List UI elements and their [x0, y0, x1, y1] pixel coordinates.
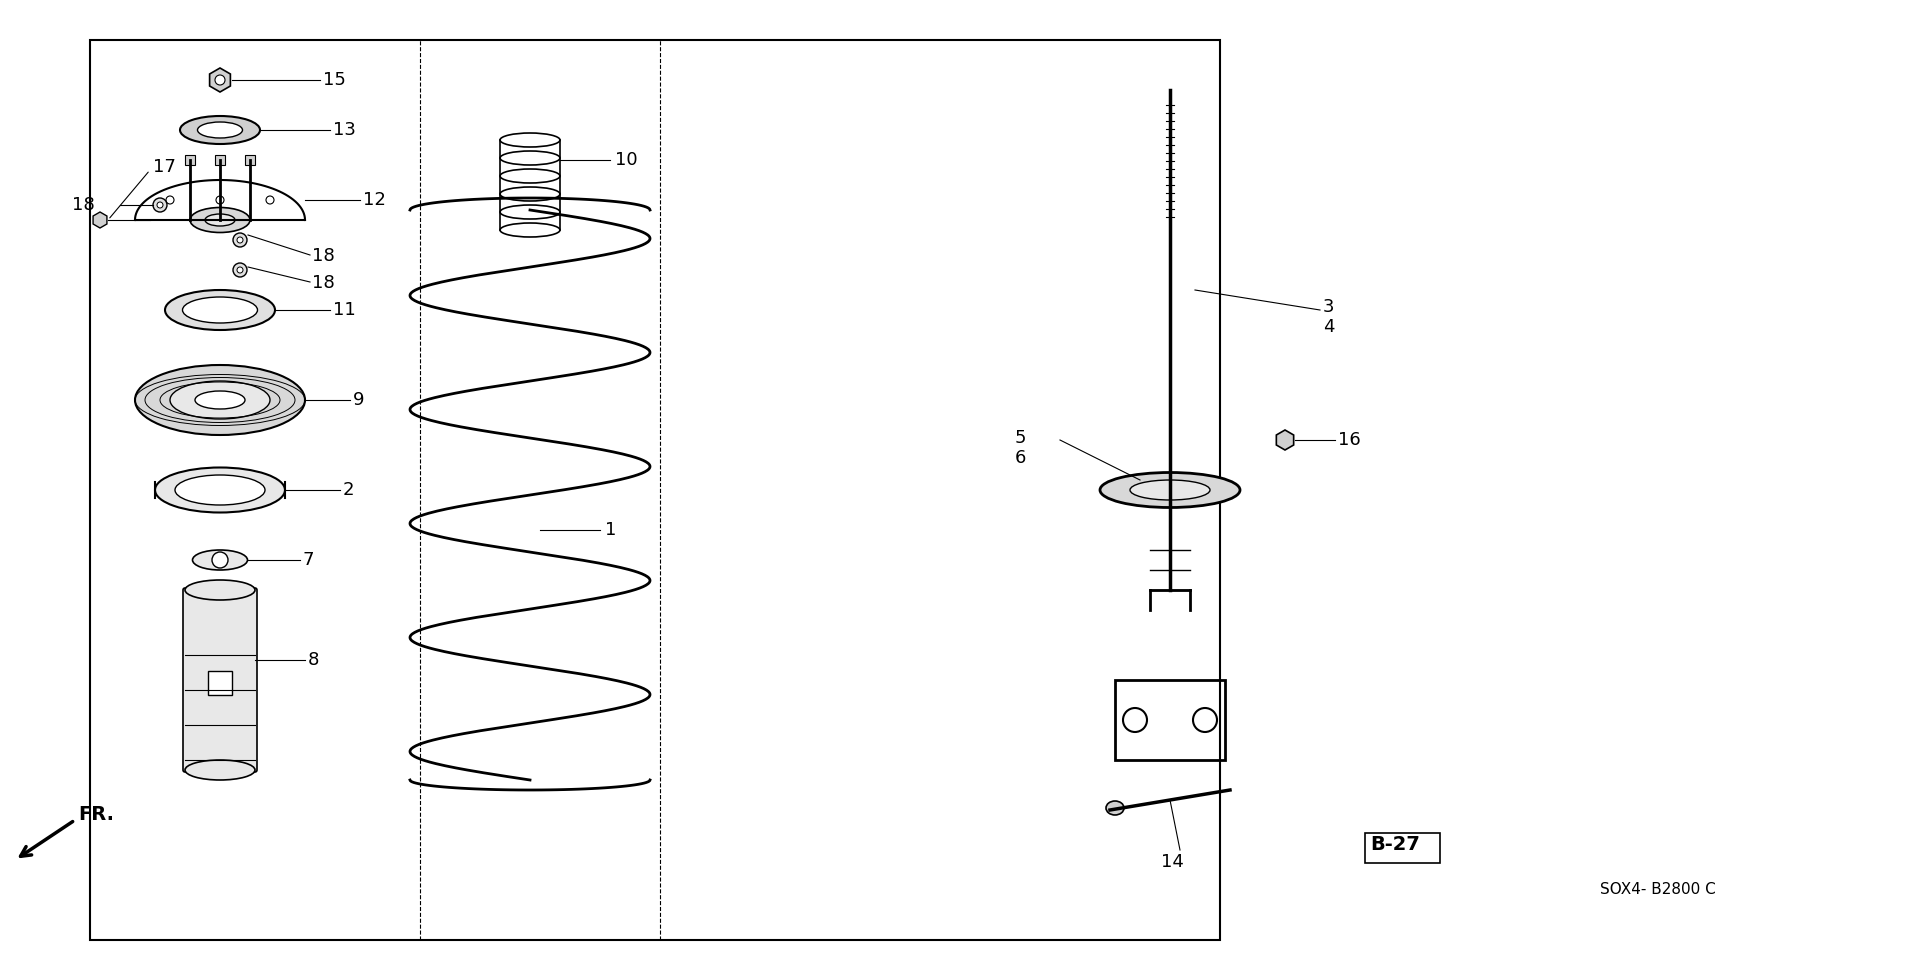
Circle shape	[267, 196, 275, 204]
Ellipse shape	[175, 475, 265, 505]
Bar	[207, 671, 232, 695]
Text: 18: 18	[73, 196, 94, 214]
Polygon shape	[209, 68, 230, 92]
Ellipse shape	[180, 116, 259, 144]
Text: 6: 6	[1016, 449, 1027, 467]
Text: 11: 11	[332, 301, 355, 319]
Bar	[246, 155, 255, 165]
Circle shape	[1123, 708, 1146, 732]
Text: 3: 3	[1323, 298, 1334, 316]
Bar	[1365, 833, 1440, 863]
Ellipse shape	[184, 580, 255, 600]
Text: 7: 7	[303, 551, 315, 569]
Ellipse shape	[184, 760, 255, 780]
Bar	[215, 155, 225, 165]
Text: 18: 18	[311, 274, 334, 292]
Ellipse shape	[1131, 480, 1210, 500]
Text: 4: 4	[1323, 318, 1334, 336]
Ellipse shape	[205, 214, 234, 226]
Text: 12: 12	[363, 191, 386, 209]
Circle shape	[1192, 708, 1217, 732]
Text: 18: 18	[311, 247, 334, 265]
Ellipse shape	[182, 297, 257, 323]
Ellipse shape	[190, 207, 250, 232]
Ellipse shape	[1106, 801, 1123, 815]
Text: 17: 17	[154, 158, 177, 176]
Circle shape	[154, 198, 167, 212]
FancyBboxPatch shape	[182, 588, 257, 772]
Circle shape	[215, 196, 225, 204]
Text: 8: 8	[307, 651, 319, 669]
Text: SOX4- B2800 C: SOX4- B2800 C	[1599, 882, 1716, 898]
Circle shape	[165, 196, 175, 204]
Text: 14: 14	[1160, 853, 1183, 871]
Bar	[1116, 680, 1225, 760]
Text: 9: 9	[353, 391, 365, 409]
Ellipse shape	[156, 468, 284, 513]
Ellipse shape	[198, 122, 242, 138]
Ellipse shape	[196, 391, 246, 409]
Polygon shape	[1277, 430, 1294, 450]
Text: 5: 5	[1016, 429, 1027, 447]
Text: 16: 16	[1338, 431, 1361, 449]
Ellipse shape	[192, 550, 248, 570]
Polygon shape	[92, 212, 108, 228]
Bar	[184, 155, 196, 165]
Circle shape	[232, 233, 248, 247]
Circle shape	[157, 202, 163, 208]
Circle shape	[236, 237, 244, 243]
Circle shape	[236, 267, 244, 273]
Text: 1: 1	[605, 521, 616, 539]
Ellipse shape	[165, 290, 275, 330]
Text: 10: 10	[614, 151, 637, 169]
Ellipse shape	[134, 365, 305, 435]
Circle shape	[211, 552, 228, 568]
Text: 2: 2	[344, 481, 355, 499]
Text: FR.: FR.	[79, 805, 113, 825]
Text: 13: 13	[332, 121, 355, 139]
Text: B-27: B-27	[1371, 835, 1421, 854]
Text: 15: 15	[323, 71, 346, 89]
Circle shape	[215, 75, 225, 85]
Ellipse shape	[171, 381, 271, 419]
Bar	[90, 40, 1219, 940]
Circle shape	[232, 263, 248, 277]
Ellipse shape	[1100, 472, 1240, 508]
